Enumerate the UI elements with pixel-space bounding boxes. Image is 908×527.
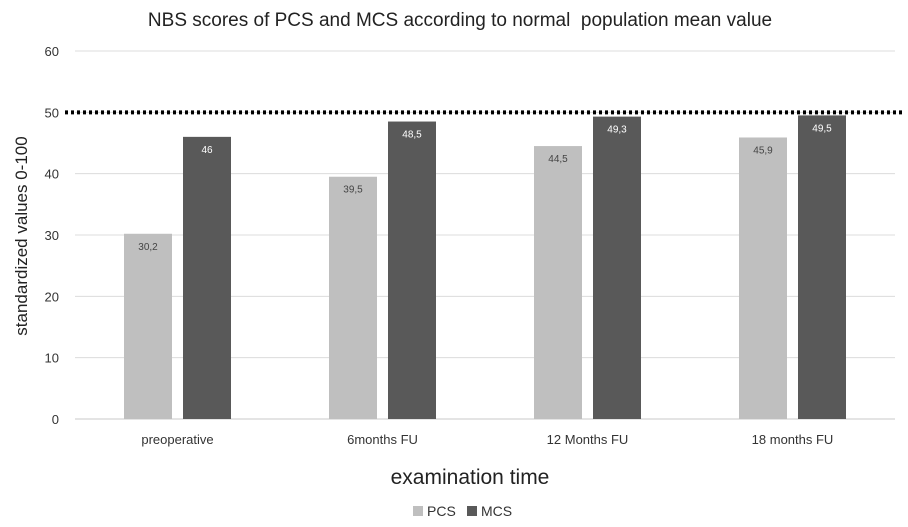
legend: PCS MCS	[413, 503, 512, 519]
bar-pcs	[739, 137, 787, 420]
data-label: 30,2	[138, 242, 158, 253]
x-tick-label: 18 months FU	[752, 432, 834, 447]
y-tick-label: 30	[45, 228, 59, 243]
y-tick-label: 50	[45, 105, 59, 120]
bar-pcs	[124, 233, 172, 419]
x-tick-label: 6months FU	[347, 432, 418, 447]
legend-swatch-mcs	[467, 506, 477, 516]
legend-label-mcs: MCS	[481, 503, 512, 519]
data-label: 48,5	[402, 130, 422, 141]
data-label: 49,5	[812, 123, 832, 134]
y-tick-label: 10	[45, 351, 59, 366]
bar-mcs	[593, 116, 641, 420]
y-tick-label: 40	[45, 167, 59, 182]
data-labels: 30,2 46 39,5 48,5 44,5 49,3 45,9 49,5	[138, 123, 832, 252]
y-tick-label: 20	[45, 289, 59, 304]
y-axis-ticks: 0 10 20 30 40 50 60	[45, 44, 59, 427]
bar-pcs	[534, 146, 582, 420]
x-axis-ticks: preoperative 6months FU 12 Months FU 18 mon…	[141, 432, 833, 447]
x-axis-label: examination time	[391, 466, 550, 489]
y-axis-label: standardized values 0-100	[12, 136, 31, 335]
bar-mcs	[388, 121, 436, 420]
y-tick-label: 0	[52, 412, 59, 427]
data-label: 44,5	[548, 154, 568, 165]
x-tick-label: 12 Months FU	[547, 432, 629, 447]
bar-mcs	[183, 136, 231, 419]
legend-label-pcs: PCS	[427, 503, 456, 519]
y-tick-label: 60	[45, 44, 59, 59]
data-label: 45,9	[753, 145, 773, 156]
bars	[124, 115, 846, 420]
bar-pcs	[329, 176, 377, 419]
data-label: 49,3	[607, 125, 627, 136]
bar-mcs	[798, 115, 846, 420]
legend-swatch-pcs	[413, 506, 423, 516]
x-tick-label: preoperative	[141, 432, 213, 447]
chart-title: NBS scores of PCS and MCS according to n…	[148, 10, 772, 31]
data-label: 46	[201, 145, 213, 156]
data-label: 39,5	[343, 185, 363, 196]
